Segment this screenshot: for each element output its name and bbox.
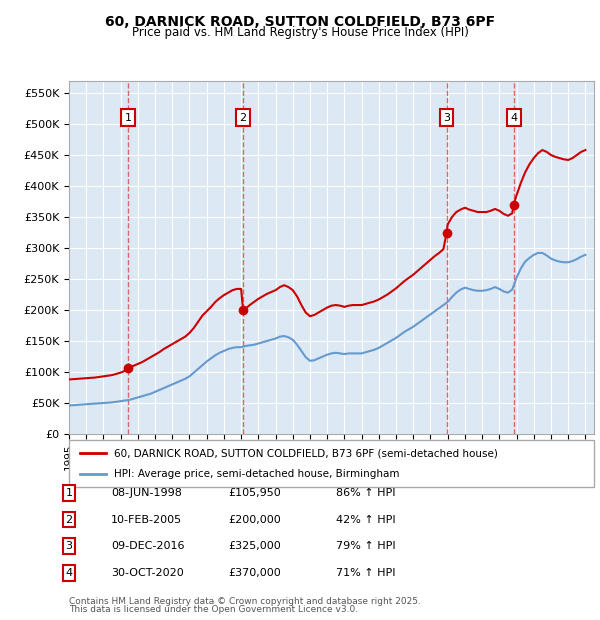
Text: 30-OCT-2020: 30-OCT-2020 xyxy=(111,568,184,578)
Text: 2: 2 xyxy=(65,515,73,525)
Text: Contains HM Land Registry data © Crown copyright and database right 2025.: Contains HM Land Registry data © Crown c… xyxy=(69,597,421,606)
Text: 3: 3 xyxy=(65,541,73,551)
Text: £370,000: £370,000 xyxy=(228,568,281,578)
Text: 4: 4 xyxy=(65,568,73,578)
Text: £200,000: £200,000 xyxy=(228,515,281,525)
Text: HPI: Average price, semi-detached house, Birmingham: HPI: Average price, semi-detached house,… xyxy=(113,469,399,479)
Text: 2: 2 xyxy=(239,113,247,123)
Text: 4: 4 xyxy=(510,113,517,123)
Text: 71% ↑ HPI: 71% ↑ HPI xyxy=(336,568,395,578)
Text: 09-DEC-2016: 09-DEC-2016 xyxy=(111,541,185,551)
Text: 10-FEB-2005: 10-FEB-2005 xyxy=(111,515,182,525)
FancyBboxPatch shape xyxy=(69,440,594,487)
Text: £105,950: £105,950 xyxy=(228,488,281,498)
Text: 42% ↑ HPI: 42% ↑ HPI xyxy=(336,515,395,525)
Text: 3: 3 xyxy=(443,113,450,123)
Text: 60, DARNICK ROAD, SUTTON COLDFIELD, B73 6PF: 60, DARNICK ROAD, SUTTON COLDFIELD, B73 … xyxy=(105,16,495,30)
Text: 60, DARNICK ROAD, SUTTON COLDFIELD, B73 6PF (semi-detached house): 60, DARNICK ROAD, SUTTON COLDFIELD, B73 … xyxy=(113,448,497,458)
Text: Price paid vs. HM Land Registry's House Price Index (HPI): Price paid vs. HM Land Registry's House … xyxy=(131,26,469,39)
Text: 86% ↑ HPI: 86% ↑ HPI xyxy=(336,488,395,498)
Text: 1: 1 xyxy=(65,488,73,498)
Text: 79% ↑ HPI: 79% ↑ HPI xyxy=(336,541,395,551)
Text: £325,000: £325,000 xyxy=(228,541,281,551)
Text: This data is licensed under the Open Government Licence v3.0.: This data is licensed under the Open Gov… xyxy=(69,604,358,614)
Text: 08-JUN-1998: 08-JUN-1998 xyxy=(111,488,182,498)
Text: 1: 1 xyxy=(125,113,132,123)
